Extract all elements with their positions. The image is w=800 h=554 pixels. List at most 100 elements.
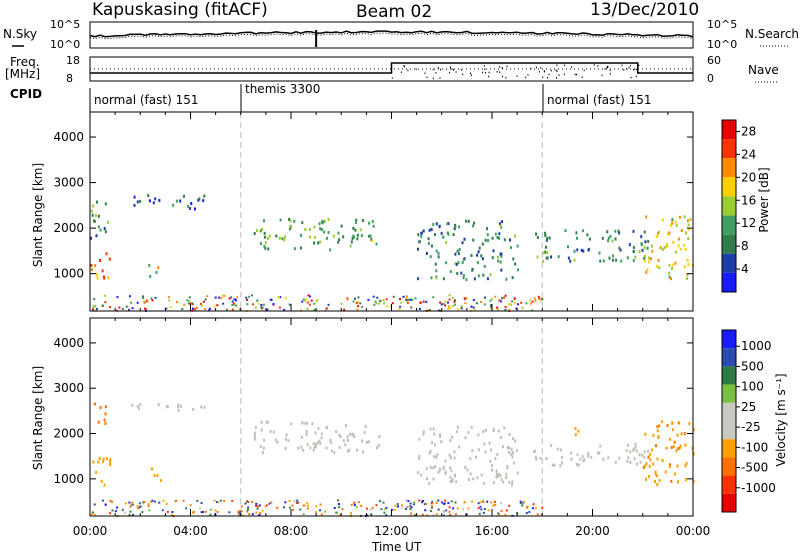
vel-echo-cell	[418, 437, 421, 441]
power-near-range-cell	[262, 303, 265, 306]
power-echo-cell	[646, 268, 649, 272]
vel-echo-cell	[477, 433, 480, 437]
vel-echo-cell	[688, 422, 691, 426]
power-echo-cell	[437, 251, 440, 255]
vel-near-range-cell	[101, 499, 104, 502]
power-echo-cell	[157, 266, 160, 270]
power-echo-cell	[95, 273, 98, 277]
power-near-range-cell	[414, 297, 417, 300]
vel-echo-cell	[626, 459, 629, 463]
vel-near-range-cell	[449, 514, 452, 517]
vel-near-range-cell	[435, 501, 438, 504]
power-near-range-cell	[305, 298, 308, 301]
power-panel-frame	[89, 111, 694, 312]
vel-echo-cell	[325, 425, 328, 429]
power-near-range-cell	[425, 300, 428, 303]
vel-echo-cell	[364, 424, 367, 428]
power-echo-cell	[609, 234, 612, 238]
power-near-range-cell	[154, 296, 157, 299]
vel-near-range-cell	[162, 499, 165, 502]
power-echo-cell	[671, 218, 674, 222]
power-near-range-cell	[316, 299, 319, 302]
power-echo-cell	[573, 258, 576, 262]
power-echo-cell	[500, 268, 503, 272]
vel-echo-cell	[305, 429, 308, 433]
power-echo-cell	[680, 229, 683, 233]
vel-near-range-cell	[202, 511, 205, 514]
power-echo-cell	[546, 256, 549, 260]
vel-near-range-cell	[531, 507, 534, 510]
power-echo-cell	[262, 219, 265, 223]
vel-near-range-cell	[353, 504, 356, 507]
power-echo-cell	[193, 207, 196, 211]
vel-echo-cell	[338, 445, 341, 449]
power-echo-cell	[611, 239, 614, 243]
power-echo-cell	[632, 250, 635, 254]
power-echo-cell	[651, 249, 654, 253]
power-near-range-cell	[498, 299, 501, 302]
power-echo-cell	[342, 235, 345, 239]
vel-echo-cell	[577, 463, 580, 467]
vel-echo-cell	[656, 429, 659, 433]
power-near-range-cell	[231, 308, 234, 311]
vel-near-range-cell	[339, 513, 342, 516]
nsky-trace	[89, 30, 694, 38]
vel-near-range-cell	[421, 501, 424, 504]
noise-left-tick-top: 10^5	[50, 18, 80, 31]
power-ytick-label: 2000	[53, 221, 84, 235]
vel-near-range-cell	[255, 502, 258, 505]
power-near-range-cell	[246, 298, 249, 301]
vel-echo-cell	[458, 445, 461, 449]
vel-near-range-cell	[93, 503, 96, 506]
velocity-colorbar-tick-label: 25	[741, 400, 756, 414]
nave-point	[516, 75, 518, 77]
vel-echo-cell	[378, 435, 381, 439]
vel-echo-cell	[643, 464, 646, 468]
vel-echo-cell	[560, 461, 563, 465]
vel-echo-cell	[435, 455, 438, 459]
power-echo-cell	[496, 255, 499, 259]
vel-echo-cell	[360, 439, 363, 443]
vel-echo-cell	[684, 443, 687, 447]
vel-echo-cell	[511, 480, 514, 484]
power-near-range-cell	[447, 305, 450, 308]
power-echo-cell	[301, 221, 304, 225]
power-echo-cell	[668, 271, 671, 275]
nave-point	[488, 71, 490, 74]
power-echo-cell	[677, 244, 680, 248]
power-echo-cell	[458, 252, 461, 256]
vel-near-range-cell	[189, 503, 192, 506]
vel-echo-cell	[488, 441, 491, 445]
vel-echo-cell	[105, 457, 108, 461]
power-near-range-cell	[250, 294, 253, 297]
power-echo-cell	[437, 255, 440, 259]
power-near-range-cell	[288, 303, 291, 306]
vel-echo-cell	[444, 470, 447, 474]
power-near-range-cell	[447, 307, 450, 310]
vel-near-range-cell	[425, 503, 428, 506]
vel-near-range-cell	[410, 512, 413, 515]
vel-echo-cell	[453, 456, 456, 460]
vel-echo-cell	[100, 479, 103, 483]
vel-echo-cell	[492, 429, 495, 433]
power-echo-cell	[309, 235, 312, 239]
vel-near-range-cell	[128, 514, 131, 517]
vel-echo-cell	[464, 436, 467, 440]
vel-echo-cell	[319, 442, 322, 446]
vel-echo-cell	[254, 425, 257, 429]
power-echo-cell	[446, 222, 449, 226]
power-near-range-cell	[277, 295, 280, 298]
power-echo-cell	[155, 270, 158, 274]
vel-echo-cell	[451, 479, 454, 483]
power-colorbar-tick-label: 8	[741, 239, 749, 253]
power-echo-cell	[454, 252, 457, 256]
power-echo-cell	[632, 259, 635, 263]
power-echo-cell	[517, 268, 520, 272]
power-echo-cell	[542, 251, 545, 255]
vel-near-range-cell	[319, 509, 322, 512]
vel-echo-cell	[457, 425, 460, 429]
vel-near-range-cell	[288, 499, 291, 502]
vel-echo-cell	[285, 433, 288, 437]
power-echo-cell	[337, 240, 340, 244]
vel-echo-cell	[262, 446, 265, 450]
